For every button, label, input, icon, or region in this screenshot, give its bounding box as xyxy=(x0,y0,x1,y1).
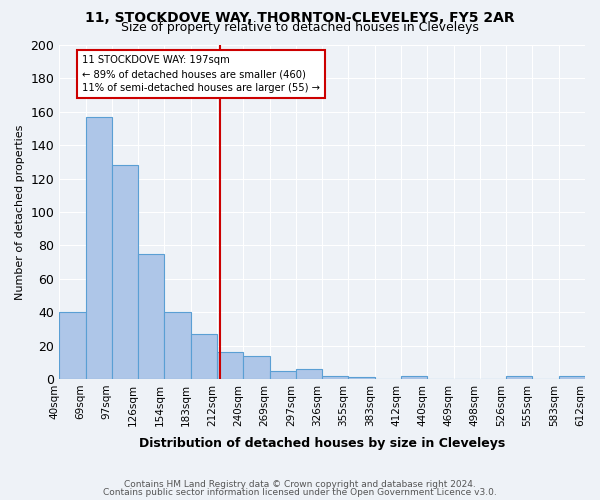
Bar xyxy=(349,377,375,379)
Text: Size of property relative to detached houses in Cleveleys: Size of property relative to detached ho… xyxy=(121,21,479,34)
X-axis label: Distribution of detached houses by size in Cleveleys: Distribution of detached houses by size … xyxy=(139,437,505,450)
Bar xyxy=(164,312,191,379)
Bar xyxy=(506,376,532,379)
Bar xyxy=(269,370,296,379)
Bar xyxy=(296,369,322,379)
Bar xyxy=(112,165,138,379)
Bar xyxy=(86,117,112,379)
Text: 11 STOCKDOVE WAY: 197sqm
← 89% of detached houses are smaller (460)
11% of semi-: 11 STOCKDOVE WAY: 197sqm ← 89% of detach… xyxy=(82,55,320,93)
Bar xyxy=(322,376,349,379)
Text: Contains HM Land Registry data © Crown copyright and database right 2024.: Contains HM Land Registry data © Crown c… xyxy=(124,480,476,489)
Bar xyxy=(138,254,164,379)
Bar xyxy=(401,376,427,379)
Bar xyxy=(217,352,243,379)
Bar xyxy=(243,356,269,379)
Bar xyxy=(559,376,585,379)
Y-axis label: Number of detached properties: Number of detached properties xyxy=(15,124,25,300)
Text: Contains public sector information licensed under the Open Government Licence v3: Contains public sector information licen… xyxy=(103,488,497,497)
Text: 11, STOCKDOVE WAY, THORNTON-CLEVELEYS, FY5 2AR: 11, STOCKDOVE WAY, THORNTON-CLEVELEYS, F… xyxy=(85,11,515,25)
Bar xyxy=(59,312,86,379)
Bar xyxy=(191,334,217,379)
